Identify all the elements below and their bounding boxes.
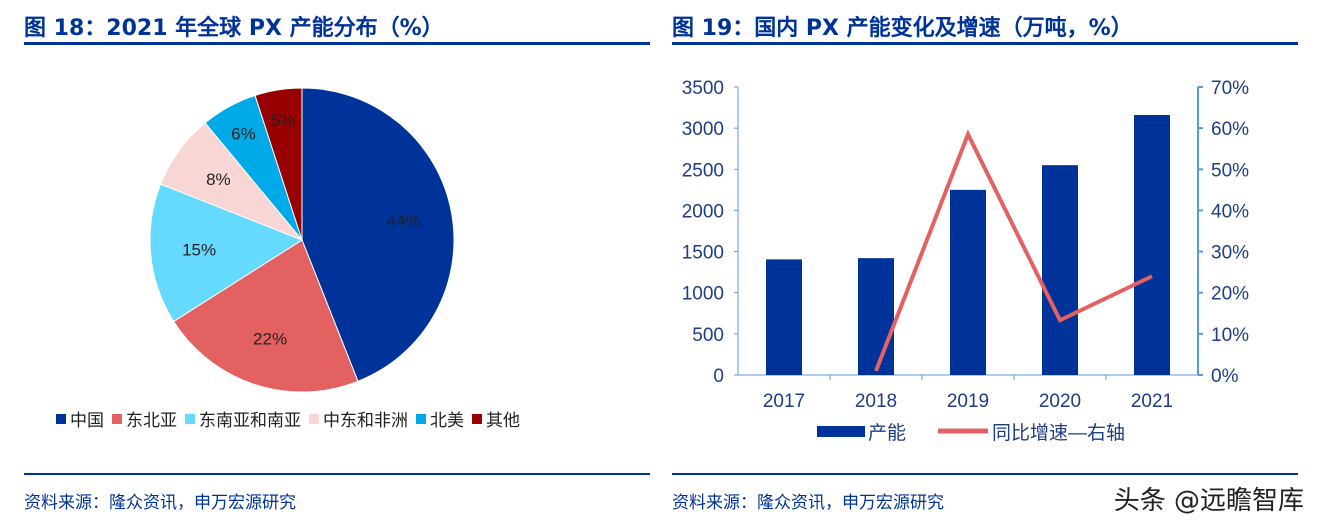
legend-label: 东北亚 bbox=[126, 411, 177, 431]
watermark: 头条 @远瞻智库 bbox=[1113, 486, 1304, 516]
y2-tick-label: 20% bbox=[1211, 284, 1249, 305]
x-tick-label: 2019 bbox=[947, 391, 989, 412]
y2-tick-label: 10% bbox=[1211, 325, 1249, 346]
x-tick-label: 2020 bbox=[1039, 391, 1081, 412]
legend-label-bar: 产能 bbox=[868, 422, 906, 444]
bar bbox=[950, 189, 986, 375]
legend-label: 中东和非洲 bbox=[323, 411, 408, 431]
legend-swatch bbox=[309, 413, 319, 424]
legend-item: 北美 bbox=[408, 406, 464, 431]
pie-slice bbox=[172, 239, 359, 393]
legend-swatch bbox=[185, 413, 195, 424]
legend-label: 北美 bbox=[430, 411, 464, 431]
pie-data-label: 5% bbox=[271, 111, 296, 130]
pie-data-label: 22% bbox=[253, 329, 287, 348]
legend-swatch bbox=[416, 413, 426, 424]
y2-tick-label: 50% bbox=[1211, 160, 1249, 181]
legend-swatch bbox=[112, 413, 122, 424]
legend-swatch bbox=[56, 413, 66, 424]
legend-swatch bbox=[472, 413, 482, 424]
legend-item: 中东和非洲 bbox=[301, 406, 408, 431]
x-tick-label: 2018 bbox=[855, 391, 897, 412]
legend-label: 中国 bbox=[70, 411, 104, 431]
y2-tick-label: 30% bbox=[1211, 243, 1249, 264]
legend-item: 东南亚和南亚 bbox=[177, 406, 301, 431]
y2-tick-label: 40% bbox=[1211, 201, 1249, 222]
right-title-rule bbox=[672, 42, 1298, 45]
legend-item: 东北亚 bbox=[104, 406, 177, 431]
y-tick-label: 2000 bbox=[682, 201, 724, 222]
x-tick-label: 2021 bbox=[1131, 391, 1173, 412]
y-tick-label: 0 bbox=[713, 366, 724, 387]
y-tick-label: 3500 bbox=[682, 78, 724, 99]
left-source: 资料来源：隆众资讯，申万宏源研究 bbox=[24, 493, 296, 513]
right-source: 资料来源：隆众资讯，申万宏源研究 bbox=[672, 493, 944, 513]
x-tick-label: 2017 bbox=[763, 391, 805, 412]
y-tick-label: 1000 bbox=[682, 284, 724, 305]
pie-data-label: 6% bbox=[231, 124, 256, 143]
pie-slice bbox=[301, 87, 455, 382]
bar bbox=[858, 258, 894, 375]
legend-item: 中国 bbox=[48, 406, 104, 431]
growth-line bbox=[874, 129, 1153, 372]
y-tick-label: 2500 bbox=[682, 160, 724, 181]
left-footer-rule bbox=[24, 473, 650, 475]
bar bbox=[1134, 114, 1170, 375]
y-tick-label: 1500 bbox=[682, 243, 724, 264]
bar bbox=[766, 259, 802, 375]
right-footer-rule bbox=[672, 473, 1298, 475]
pie-slice bbox=[254, 87, 303, 241]
y2-tick-label: 0% bbox=[1211, 366, 1239, 387]
bar bbox=[1042, 165, 1078, 375]
y2-tick-label: 70% bbox=[1211, 78, 1249, 99]
right-title: 图 19：国内 PX 产能变化及增速（万吨，%） bbox=[672, 16, 1133, 41]
pie-data-label: 8% bbox=[206, 170, 231, 189]
y-tick-label: 3000 bbox=[682, 119, 724, 140]
legend-label: 其他 bbox=[486, 411, 520, 431]
pie-data-label: 44% bbox=[387, 212, 421, 231]
legend-label: 东南亚和南亚 bbox=[199, 411, 301, 431]
pie-chart: 44% 22% 15% 8% 6% 5% bbox=[149, 87, 455, 393]
pie-slice bbox=[149, 183, 304, 323]
pie-data-label: 15% bbox=[182, 241, 216, 260]
pie-legend: 中国 东北亚 东南亚和南亚 中东和非洲 北美 其他 bbox=[48, 406, 520, 431]
y-tick-label: 500 bbox=[692, 325, 724, 346]
left-title-rule bbox=[24, 42, 650, 45]
bar-line-chart: 0 500 1000 1500 2000 2500 3000 3500 0% 10% 20% 30% 4… bbox=[682, 78, 1249, 444]
legend-swatch-bar bbox=[817, 426, 865, 437]
y2-tick-label: 60% bbox=[1211, 119, 1249, 140]
legend-item: 其他 bbox=[464, 406, 520, 431]
left-title: 图 18：2021 年全球 PX 产能分布（%） bbox=[24, 16, 444, 41]
legend-label-line: 同比增速—右轴 bbox=[992, 422, 1125, 444]
